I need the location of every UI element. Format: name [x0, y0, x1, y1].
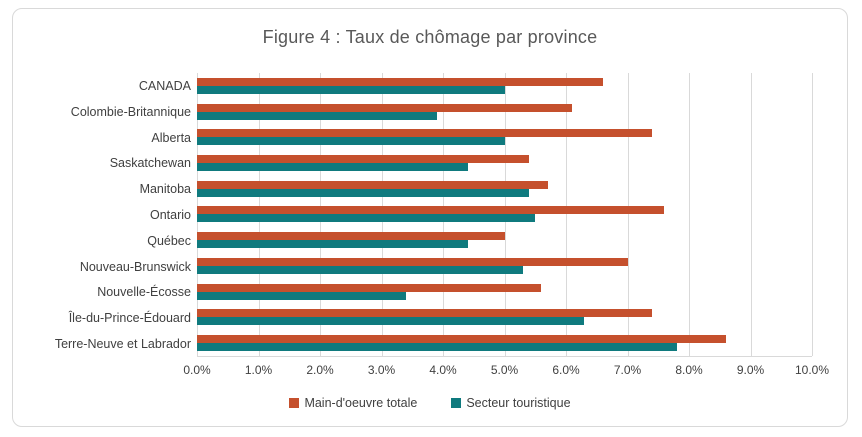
legend-swatch-icon: [451, 398, 462, 408]
plot-area: [197, 73, 813, 357]
value-axis: 0.0% 1.0% 2.0% 3.0% 4.0% 5.0% 6.0% 7.0% 8.0% 9.0%…: [183, 363, 829, 379]
bar-secteur-touristique: [197, 137, 505, 146]
chart-title: Figure 4 : Taux de chômage par province: [262, 27, 598, 47]
gridline: [566, 73, 567, 356]
x-tick-label: 6.0%: [552, 363, 580, 377]
bar-main-d-oeuvre-totale: [197, 283, 542, 292]
legend-swatch-icon: [289, 398, 300, 408]
x-tick-label: 0.0%: [183, 363, 211, 377]
chart-row-terre-neuve-et-labrador: [197, 330, 812, 356]
x-tick-label: 2.0%: [306, 363, 334, 377]
category-label-canada: CANADA: [138, 78, 191, 93]
chart-row-le-du-prince-douard: [197, 305, 812, 331]
x-tick-label: 3.0%: [367, 363, 396, 377]
category-label-ontario: Ontario: [150, 208, 191, 222]
category-label-alberta: Alberta: [151, 130, 191, 145]
bar-main-d-oeuvre-totale: [197, 335, 726, 344]
bar-secteur-touristique: [197, 291, 407, 300]
category-label-colombie-britannique: Colombie-Britannique: [70, 104, 191, 119]
x-tick-label: 9.0%: [736, 363, 765, 377]
bar-main-d-oeuvre-totale: [197, 103, 573, 112]
bar-secteur-touristique: [197, 214, 536, 223]
legend-label: Main-d'oeuvre totale: [304, 396, 418, 410]
bar-main-d-oeuvre-totale: [197, 77, 603, 86]
legend-label: Secteur touristique: [466, 396, 571, 410]
legend: Main-d'oeuvre totale Secteur touristique: [13, 396, 847, 410]
category-label-le-du-prince-douard: Île-du-Prince-Édouard: [68, 311, 191, 326]
category-axis: CANADA Colombie-Britannique Alberta Saskatc…: [21, 73, 191, 357]
legend-item-main-d-oeuvre-totale: Main-d'oeuvre totale: [289, 396, 417, 410]
bar-main-d-oeuvre-totale: [197, 155, 530, 164]
category-label-manitoba: Manitoba: [139, 182, 191, 197]
bar-secteur-touristique: [197, 188, 530, 197]
category-label-nouvelle-cosse: Nouvelle-Écosse: [97, 285, 191, 300]
chart-row-manitoba: [197, 176, 812, 202]
chart-row-colombie-britannique: [197, 99, 812, 125]
bar-secteur-touristique: [197, 317, 585, 326]
chart-row-alberta: [197, 124, 812, 150]
bar-secteur-touristique: [197, 240, 468, 249]
bar-main-d-oeuvre-totale: [197, 309, 653, 318]
bar-secteur-touristique: [197, 343, 677, 352]
chart-frame: Figure 4 : Taux de chômage par province …: [12, 8, 848, 427]
chart-row-saskatchewan: [197, 150, 812, 176]
bar-secteur-touristique: [197, 163, 468, 172]
bar-secteur-touristique: [197, 265, 523, 274]
x-tick-label: 1.0%: [244, 363, 273, 377]
bar-main-d-oeuvre-totale: [197, 232, 505, 241]
x-tick-label: 10.0%: [794, 363, 830, 377]
bar-main-d-oeuvre-totale: [197, 180, 548, 189]
x-tick-label: 4.0%: [429, 363, 457, 377]
gridline: [812, 73, 813, 356]
chart-row-canada: [197, 73, 812, 99]
gridline: [750, 73, 752, 356]
category-label-nouveau-brunswick: Nouveau-Brunswick: [79, 259, 191, 274]
x-tick-label: 5.0%: [490, 363, 519, 377]
chart-row-ontario: [197, 202, 812, 228]
category-label-terre-neuve-et-labrador: Terre-Neuve et Labrador: [54, 337, 191, 352]
x-tick-label: 7.0%: [613, 363, 642, 377]
bar-main-d-oeuvre-totale: [197, 129, 653, 138]
bar-secteur-touristique: [197, 111, 437, 120]
bar-main-d-oeuvre-totale: [197, 206, 665, 215]
chart-row-nouveau-brunswick: [197, 253, 812, 279]
x-tick-label: 8.0%: [675, 363, 703, 377]
chart-row-nouvelle-cosse: [197, 279, 812, 305]
bar-main-d-oeuvre-totale: [197, 257, 628, 266]
chart-row-qu-bec: [197, 227, 812, 253]
gridline: [689, 73, 690, 356]
category-label-saskatchewan: Saskatchewan: [109, 156, 191, 171]
gridline: [627, 73, 629, 356]
legend-item-secteur-touristique: Secteur touristique: [451, 396, 571, 410]
bar-secteur-touristique: [197, 85, 505, 94]
category-label-qu-bec: Québec: [147, 233, 191, 248]
